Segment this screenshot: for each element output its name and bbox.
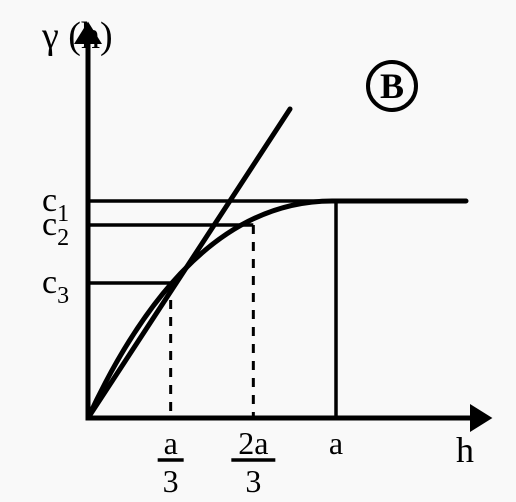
x-axis-label: h <box>456 430 474 470</box>
x-tick-label-a: a <box>329 425 343 461</box>
y-axis-label: γ (h) <box>41 15 113 57</box>
x-tick-den-a-over-3: 3 <box>163 463 179 499</box>
x-tick-num-a-over-3: a <box>164 425 178 461</box>
x-tick-den-2a-over-3: 3 <box>245 463 261 499</box>
chart-svg: γ (h)hBc1c2c3a32a3a <box>0 0 516 502</box>
variogram-chart: { "title": "Variogram model B", "panel_l… <box>0 0 516 502</box>
x-tick-num-2a-over-3: 2a <box>238 425 268 461</box>
panel-label: B <box>380 66 404 106</box>
